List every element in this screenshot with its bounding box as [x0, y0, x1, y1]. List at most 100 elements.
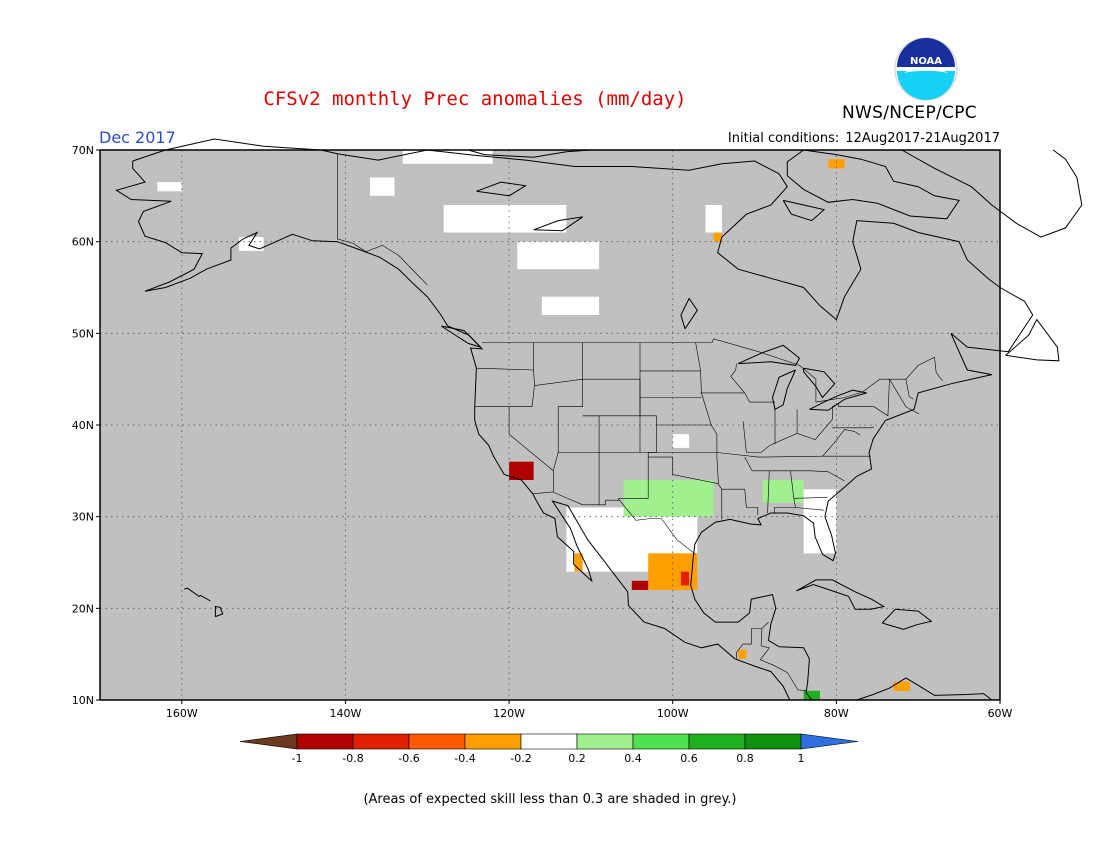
border-states-15: [744, 456, 770, 514]
anomaly-orange-colombia: [893, 681, 910, 691]
anomaly-white-hudson: [705, 205, 722, 233]
colorbar-bin: [408, 733, 466, 750]
anomaly-white-north-4: [541, 296, 600, 315]
skill-note: (Areas of expected skill less than 0.3 a…: [363, 792, 737, 807]
border-states-3: [553, 342, 584, 471]
border-states-29: [730, 363, 745, 394]
coast-great-slave: [533, 216, 583, 232]
border-us-canada: [482, 338, 943, 403]
anomaly-white-plains: [672, 434, 690, 448]
border-states-17: [795, 507, 825, 511]
colorbar-label: -0.4: [454, 752, 475, 765]
colorbar-label: 0.6: [680, 752, 698, 765]
political-borders: [336, 153, 943, 692]
coast-hudson-bay: [690, 173, 1034, 701]
coast-great-bear: [476, 181, 527, 197]
colorbar-bin: [296, 733, 354, 750]
coast-southamerica: [856, 677, 993, 701]
anomaly-white-alaska: [239, 237, 264, 251]
coast-greenland: [901, 149, 1083, 238]
lat-tick-label: 40N: [72, 419, 94, 432]
chart-title: CFSv2 monthly Prec anomalies (mm/day): [263, 88, 687, 110]
coast-canada-arctic: [337, 149, 780, 175]
coast-hawaii: [214, 605, 224, 618]
border-states-24: [832, 379, 890, 417]
colorbar-low-arrow: [239, 733, 298, 750]
anomaly-regions: [157, 150, 910, 700]
coast-lake-superior: [737, 344, 801, 366]
coast-baffin: [786, 149, 960, 220]
colorbar-bin: [688, 733, 746, 750]
initial-conditions-label: Initial conditions:: [727, 131, 840, 146]
border-states-16: [769, 470, 796, 514]
longitude-ticks: 160W 140W 120W 100W 80W 60W: [166, 700, 1013, 720]
border-states-13: [648, 456, 719, 484]
lat-tick-label: 10N: [72, 694, 94, 707]
colorbar-label: -0.8: [342, 752, 363, 765]
anomaly-white-north-5: [370, 177, 395, 196]
border-states-1: [474, 342, 535, 408]
border-states-28: [905, 379, 914, 400]
colorbar-label: 0.4: [624, 752, 642, 765]
colorbar-bin: [744, 733, 802, 750]
coast-southampton: [782, 199, 826, 222]
coast-pacific: [115, 161, 791, 701]
coast-vancouver: [440, 325, 481, 348]
anomaly-white-north-2: [443, 205, 567, 233]
lat-tick-label: 50N: [72, 327, 94, 340]
border-states-8: [695, 342, 723, 520]
colorbar-label: 0.8: [736, 752, 754, 765]
coastlines: [115, 138, 1083, 701]
coast-arctic-islands: [468, 149, 591, 158]
border-alaska: [336, 153, 428, 286]
colorbar-bin: [632, 733, 690, 750]
anomaly-orange-mexico: [648, 553, 698, 590]
border-states-32: [476, 367, 534, 371]
lon-tick-label: 80W: [824, 707, 849, 720]
latitude-ticks: 70N 60N 50N 40N 30N 20N 10N: [72, 144, 100, 707]
border-states-19: [793, 497, 828, 499]
lon-tick-label: 140W: [330, 707, 362, 720]
colorbar: -1 -0.8 -0.6 -0.4 -0.2 0.2 0.4 0.6 0.8 1: [239, 733, 859, 765]
lat-tick-label: 60N: [72, 236, 94, 249]
anomaly-white-north-1: [402, 150, 493, 164]
coast-hispaniola: [881, 608, 933, 630]
colorbar-label: 1: [798, 752, 805, 765]
border-central-america: [759, 628, 807, 692]
forecast-month: Dec 2017: [99, 128, 176, 147]
colorbar-bin: [576, 733, 634, 750]
initial-conditions-range: 12Aug2017-21Aug2017: [845, 131, 1000, 146]
lon-tick-label: 100W: [657, 707, 689, 720]
border-states-21: [742, 406, 833, 453]
border-states-20: [700, 392, 775, 403]
border-states-26: [822, 429, 861, 457]
border-states-27: [889, 379, 920, 415]
border-states-18: [790, 470, 845, 482]
anomaly-green-panama: [803, 690, 820, 700]
anomaly-red-socal: [509, 461, 534, 480]
lat-tick-label: 70N: [72, 144, 94, 157]
lon-tick-label: 60W: [988, 707, 1013, 720]
logo-text: NOAA: [910, 56, 942, 67]
border-states-33: [534, 378, 583, 386]
colorbar-label: -1: [292, 752, 303, 765]
coast-cuba: [796, 579, 886, 610]
coast-lake-winnipeg: [680, 297, 698, 330]
colorbar-bin: [464, 733, 522, 750]
anomaly-red-gulf: [680, 571, 690, 586]
anomaly-orange-baja: [574, 553, 583, 572]
colorbar-bin: [520, 733, 578, 750]
border-states-14: [721, 488, 759, 515]
lon-tick-label: 160W: [166, 707, 198, 720]
coast-lake-huron: [803, 367, 836, 399]
colorbar-high-arrow: [800, 733, 859, 750]
anomaly-orange-hudson: [713, 232, 722, 242]
anomaly-white-north-6: [157, 182, 182, 192]
border-states-12: [656, 452, 871, 458]
colorbar-label: -0.6: [398, 752, 419, 765]
border-states-2: [508, 406, 554, 492]
colorbar-label: -0.2: [510, 752, 531, 765]
coast-lake-erie-ontario: [809, 389, 867, 411]
anomaly-white-north-3: [517, 241, 600, 270]
